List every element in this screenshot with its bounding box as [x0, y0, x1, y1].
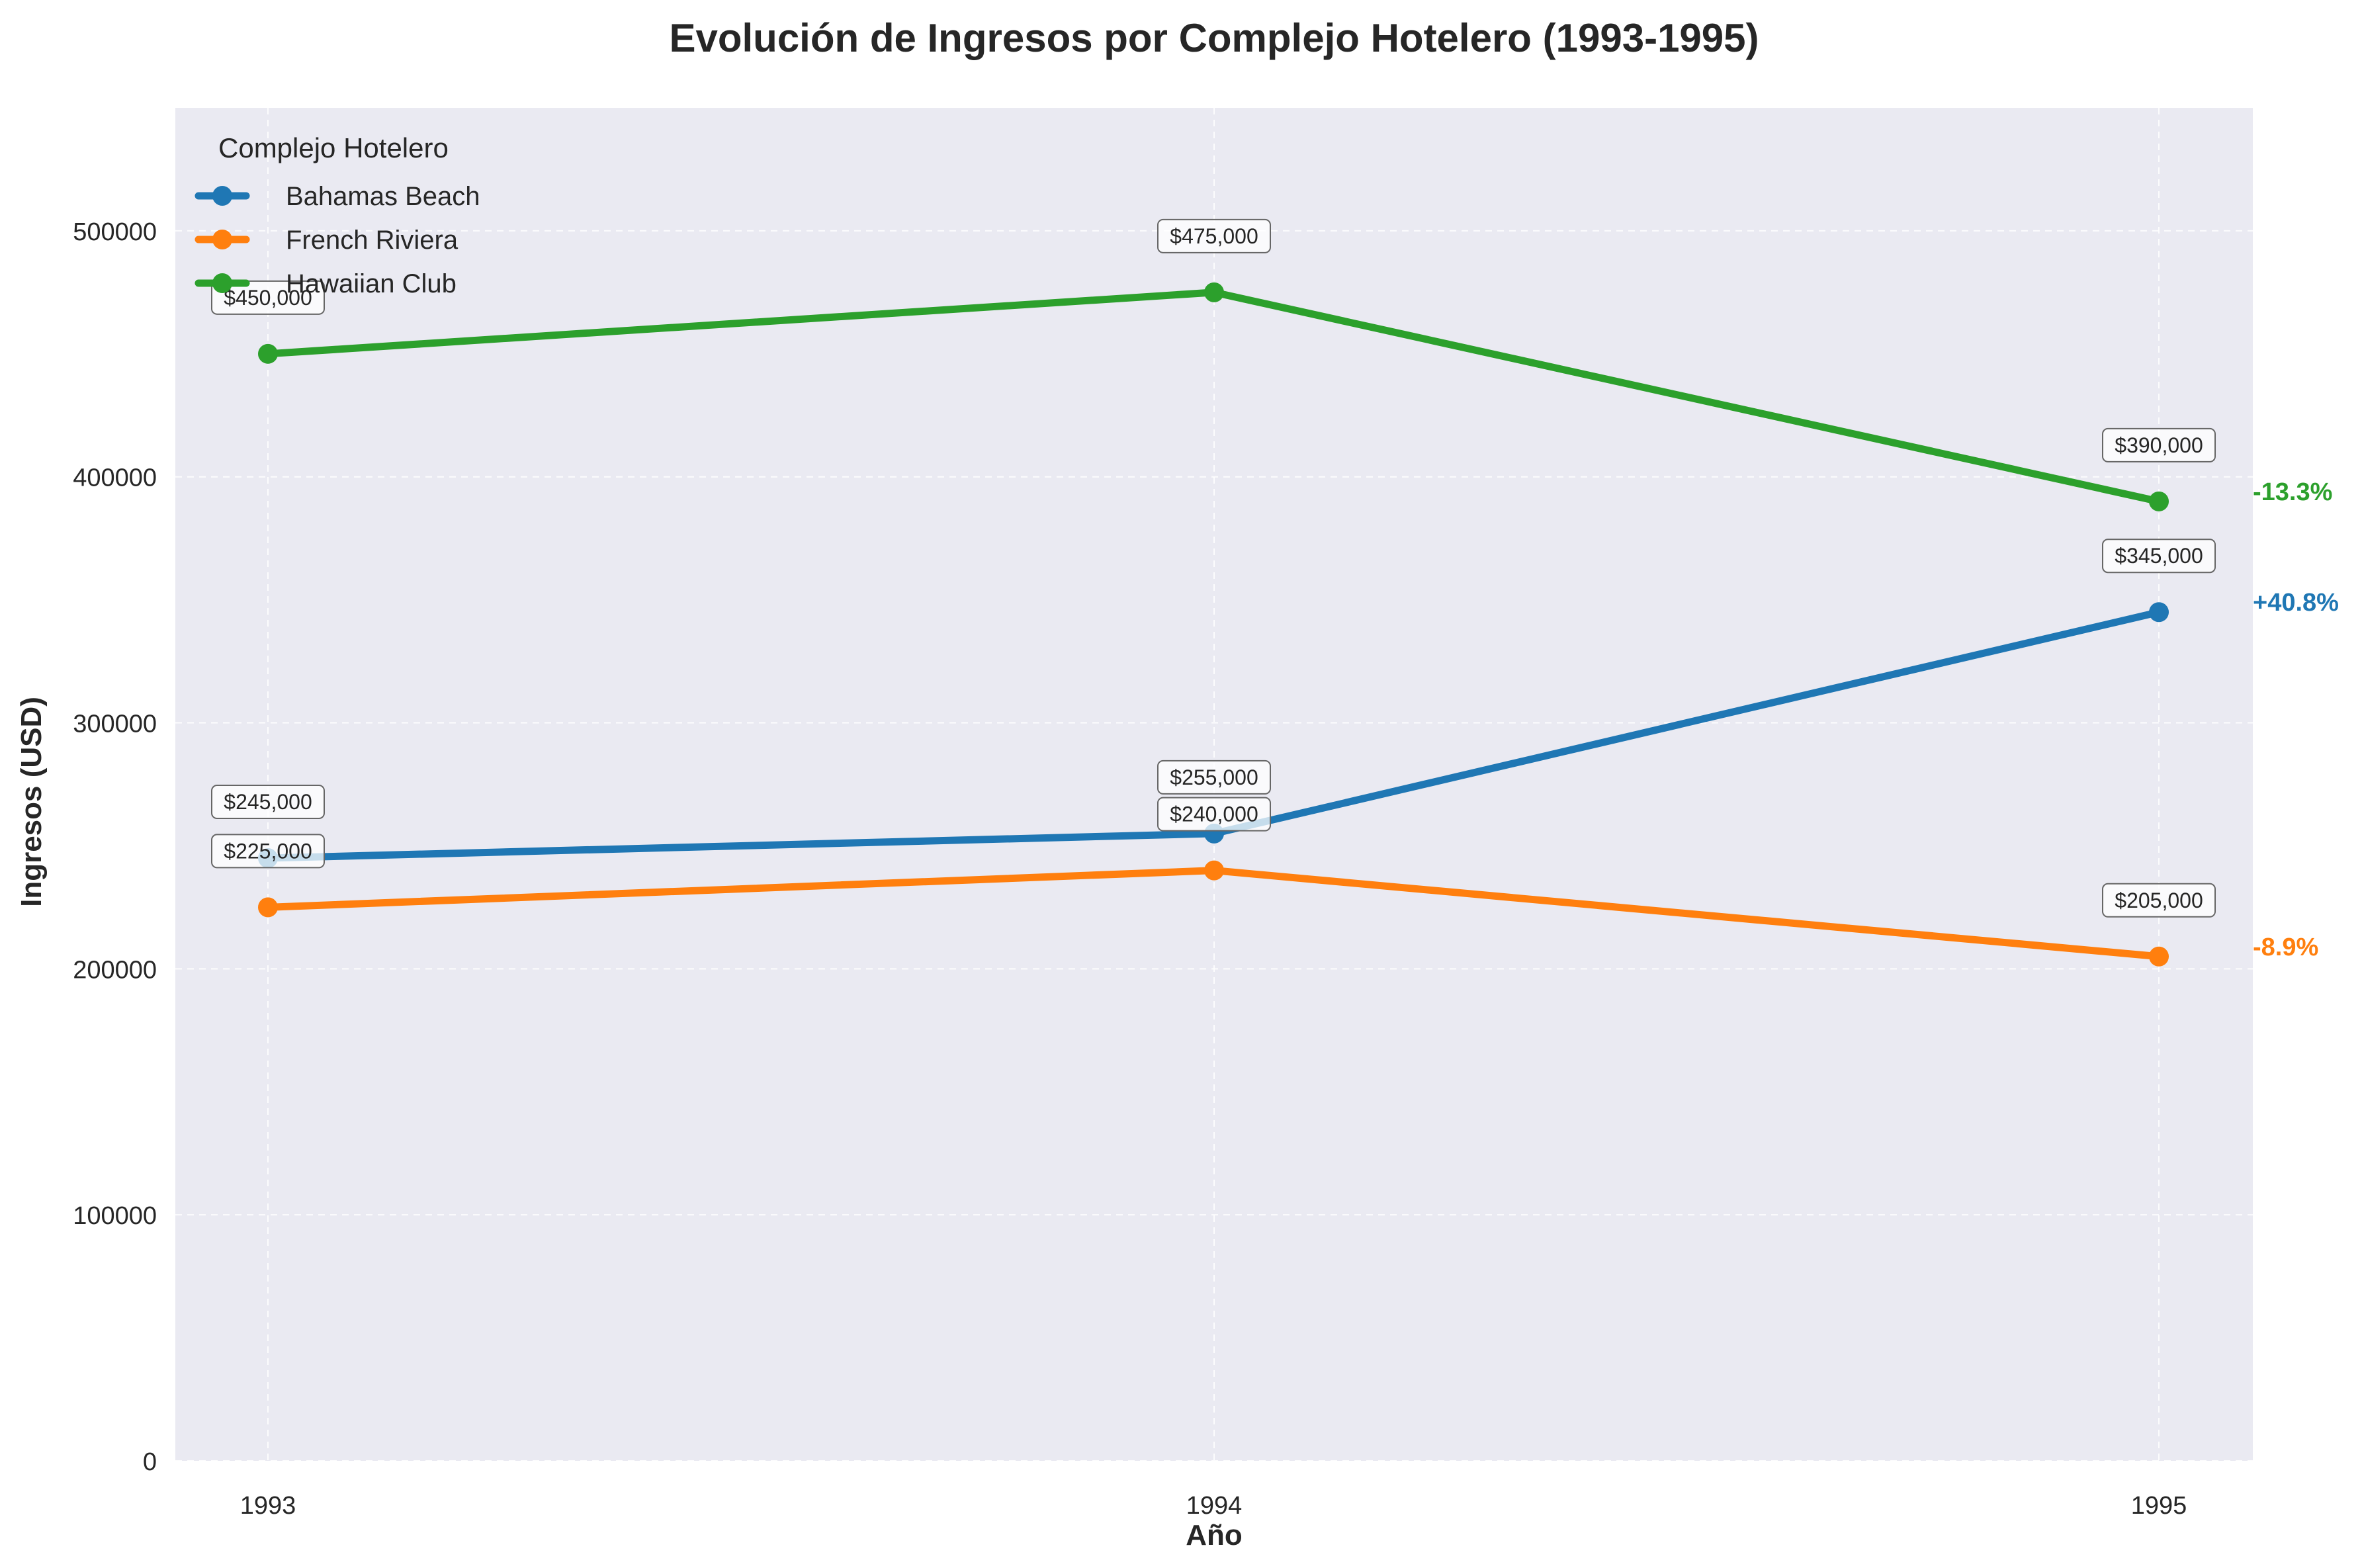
- data-point: [258, 343, 278, 364]
- data-label-text: $345,000: [2115, 544, 2203, 568]
- y-tick-label: 200000: [73, 956, 157, 984]
- data-label-box: [211, 280, 325, 315]
- legend-swatch-marker: [212, 273, 232, 293]
- x-axis-label: Año: [1186, 1519, 1243, 1551]
- data-labels: $245,000 $255,000 $345,000 $225,000 $240,000…: [211, 218, 2216, 918]
- data-point: [258, 897, 278, 918]
- data-label: $225,000: [211, 834, 325, 869]
- data-label: $450,000: [211, 280, 325, 315]
- data-label-text: $245,000: [224, 790, 312, 814]
- data-label-text: $240,000: [1170, 803, 1258, 826]
- data-label-box: [211, 834, 325, 869]
- data-label-text: $255,000: [1170, 765, 1258, 789]
- x-tick-label: 1995: [2131, 1492, 2187, 1520]
- legend-entry: Hawaiian Club: [195, 269, 457, 298]
- legend-label: Bahamas Beach: [286, 182, 480, 211]
- change-label: -8.9%: [2253, 934, 2318, 961]
- y-tick-label: 100000: [73, 1202, 157, 1230]
- data-point: [1204, 282, 1224, 302]
- data-label: $345,000: [2102, 539, 2216, 574]
- y-axis-label: Ingresos (USD): [15, 697, 48, 907]
- data-label: $475,000: [1157, 218, 1271, 253]
- data-label-box: [2102, 539, 2216, 574]
- chart-title: Evolución de Ingresos por Complejo Hotel…: [669, 16, 1759, 60]
- data-label-box: [2102, 427, 2216, 462]
- data-label-box: [211, 785, 325, 820]
- data-label: $390,000: [2102, 427, 2216, 462]
- data-label-text: $390,000: [2115, 433, 2203, 457]
- data-label-text: $205,000: [2115, 889, 2203, 912]
- y-tick-label: 300000: [73, 711, 157, 738]
- data-point: [2149, 602, 2169, 623]
- data-label-text: $475,000: [1170, 224, 1258, 248]
- tick-labels: 0 100000 200000 300000 400000 500000 1993 1994 1…: [73, 218, 2187, 1520]
- data-point: [2149, 946, 2169, 967]
- y-tick-label: 500000: [73, 218, 157, 246]
- data-point: [2149, 491, 2169, 511]
- legend-entry: Bahamas Beach: [195, 182, 480, 211]
- data-label: $245,000: [211, 785, 325, 820]
- data-label: $240,000: [1157, 797, 1271, 832]
- y-tick-label: 400000: [73, 464, 157, 492]
- legend-label: French Riviera: [286, 226, 459, 255]
- change-label: +40.8%: [2253, 589, 2339, 617]
- legend-swatch-marker: [212, 186, 232, 206]
- data-label-text: $225,000: [224, 839, 312, 863]
- data-label-box: [1157, 797, 1271, 832]
- legend-label: Hawaiian Club: [286, 269, 457, 298]
- legend-title: Complejo Hotelero: [218, 132, 449, 163]
- data-label-box: [1157, 218, 1271, 253]
- series-layer: $245,000 $255,000 $345,000 $225,000 $240,000…: [211, 218, 2339, 967]
- legend-entry: French Riviera: [195, 226, 459, 255]
- legend-swatch-marker: [212, 230, 232, 249]
- change-label: -13.3%: [2253, 478, 2332, 506]
- x-tick-label: 1993: [240, 1492, 296, 1520]
- data-label: $205,000: [2102, 883, 2216, 918]
- legend: Complejo Hotelero Bahamas Beach French Ri…: [195, 132, 480, 298]
- data-label-text: $450,000: [224, 286, 312, 310]
- x-tick-label: 1994: [1186, 1492, 1243, 1520]
- data-label: $255,000: [1157, 760, 1271, 795]
- y-tick-label: 0: [143, 1448, 157, 1476]
- data-point: [1204, 860, 1224, 881]
- data-label-box: [1157, 760, 1271, 795]
- data-label-box: [2102, 883, 2216, 918]
